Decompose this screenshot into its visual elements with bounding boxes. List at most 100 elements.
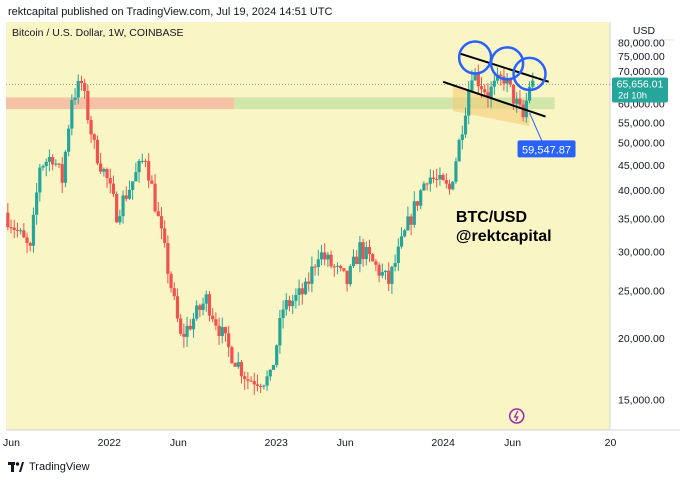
resistance-zone [6,97,235,110]
candle-body [358,242,362,265]
support-zone [234,97,555,110]
candle-body [335,265,340,267]
candle-body [105,169,109,179]
candle-body [214,319,218,326]
lower-trendline[interactable] [442,80,546,118]
candle-body [438,174,442,180]
current-price-label: 65,656.01 [617,78,664,90]
candle-body [447,183,452,190]
candle-body [28,243,32,246]
y-tick-label: 30,000.00 [618,247,665,259]
candle-body [233,363,237,367]
candle-body [342,268,346,271]
watermark-line-1: BTC/USD [456,209,527,226]
tradingview-footer[interactable]: TradingView [8,458,90,476]
candle-body [371,254,375,262]
y-tick-label: 80,000.00 [618,37,665,49]
upper-trendline[interactable] [458,52,550,83]
candle-body [339,265,343,269]
candle-body [300,288,304,295]
level-label: 59,547.87 [522,144,571,156]
candle-body [412,201,416,225]
candle-body [345,270,349,285]
candle-body [297,288,301,295]
candle-body [271,365,276,370]
x-tick-label: 2023 [265,437,289,449]
candle-body [406,216,410,231]
level-label-box[interactable] [517,140,576,158]
candle-body [211,315,215,320]
y-tick-label: 20,000.00 [618,333,665,345]
candle-body [179,318,183,334]
footer-brand: TradingView [29,461,90,473]
candle-body [79,80,84,84]
candle-body [268,369,272,377]
candle-body [278,318,282,346]
candle-body [399,236,404,247]
candle-body [495,74,500,81]
candle-body [348,266,352,285]
candle-body [527,86,532,101]
candle-body [70,99,74,129]
candle-body [505,77,509,84]
candle-body [390,266,394,284]
candle-body [431,177,436,179]
x-tick-label: Jun [337,437,354,449]
candle-body [163,228,167,244]
candle-body [41,166,45,168]
candle-body [35,192,39,215]
x-tick-label: Jun [504,437,521,449]
candle-body [367,247,372,255]
candle-body [319,252,324,260]
candle-body [131,181,135,190]
chart-title: Bitcoin / U.S. Dollar, 1W, COINBASE [12,27,184,39]
candle-body [428,177,432,184]
highlight-circle[interactable] [489,46,525,81]
candle-body [220,326,224,336]
candle-body [99,163,103,172]
candle-body [236,362,240,367]
chart-container[interactable]: 59,547.87 Bitcoin / U.S. Dollar, 1W, COIN… [0,22,680,454]
candle-body [483,89,487,93]
candle-body [326,254,330,260]
candle-body [217,325,221,336]
x-tick-label: Jun [170,437,187,449]
candle-body [374,261,378,265]
candle-body [492,80,496,87]
highlight-circle[interactable] [512,56,547,92]
candle-body [441,174,445,181]
candle-body [435,178,439,180]
candle-body [115,194,119,223]
candle-body [463,115,468,135]
candle-body [147,161,151,181]
candle-body [425,183,429,185]
candle-body [201,303,205,310]
candle-body [89,119,93,135]
candle-body [403,230,407,237]
candle-body [156,211,160,217]
candle-body [323,252,327,260]
candle-body [108,178,112,184]
candle-body [454,161,458,182]
btc-weekly-chart[interactable]: 59,547.87 Bitcoin / U.S. Dollar, 1W, COIN… [0,22,680,454]
y-tick-label: 35,000.00 [618,214,665,226]
candle-body [143,160,148,162]
candle-body [457,139,461,162]
candle-body [25,237,29,244]
candle-body [255,384,260,386]
current-price-tag[interactable] [612,77,668,103]
candle-body [531,80,535,87]
candle-body [60,164,64,183]
candle-body [508,77,512,85]
candle-body [38,167,42,193]
candle-body [303,281,308,295]
flash-icon[interactable] [508,408,525,424]
publish-header: rektcapital published on TradingView.com… [8,6,333,18]
candle-body [310,266,314,284]
candle-body [499,74,503,77]
candle-body [307,281,311,284]
candle-body [351,256,356,267]
candle-body [63,151,68,183]
candle-body [473,72,477,81]
candle-body [259,385,263,387]
